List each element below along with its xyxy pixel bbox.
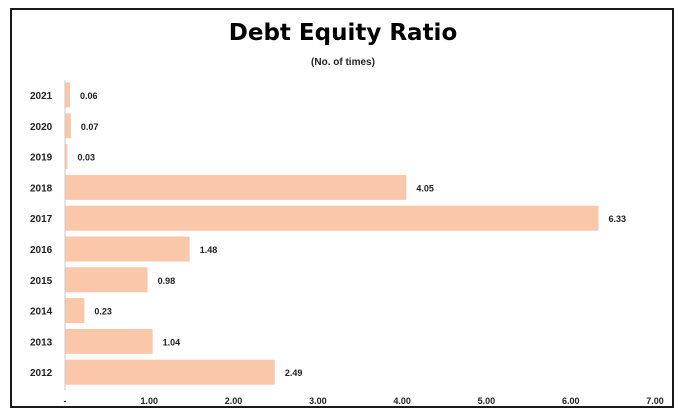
chart-title: Debt Equity Ratio [228, 20, 458, 46]
category-label: 2016 [30, 245, 53, 256]
x-tick-label: 2.00 [225, 396, 243, 406]
x-axis: - 1.00 2.00 3.00 4.00 5.00 6.00 7.00 [64, 80, 664, 406]
category-label: 2017 [30, 214, 53, 225]
category-label: 2020 [30, 122, 53, 133]
bar [65, 205, 599, 231]
value-label: 6.33 [609, 214, 627, 224]
value-label: 2.49 [285, 368, 303, 378]
category-label: 2012 [30, 368, 53, 379]
value-label: 0.07 [81, 122, 99, 132]
value-label: 1.48 [200, 245, 218, 255]
bar [65, 298, 85, 324]
bar [65, 144, 68, 170]
x-tick-label: 4.00 [393, 396, 411, 406]
x-tick-label: - [64, 396, 67, 406]
value-label: 1.04 [163, 337, 181, 347]
bar [65, 359, 275, 385]
labels-layer: 2021 0.06 2020 0.07 2019 0.03 2018 4.05 2017 6.33… [30, 91, 626, 379]
bar [65, 113, 71, 139]
chart-subtitle: (No. of times) [311, 57, 375, 68]
category-label: 2013 [30, 337, 53, 348]
bar [65, 82, 71, 108]
bar [65, 236, 190, 262]
value-label: 0.98 [158, 276, 176, 286]
category-label: 2019 [30, 153, 53, 164]
bar [65, 328, 153, 354]
bar [65, 267, 148, 293]
category-label: 2021 [30, 91, 53, 102]
x-tick-label: 1.00 [141, 396, 159, 406]
x-tick-label: 3.00 [309, 396, 327, 406]
category-label: 2015 [30, 276, 53, 287]
category-label: 2014 [30, 307, 53, 318]
value-label: 0.03 [78, 153, 96, 163]
value-label: 4.05 [416, 183, 434, 193]
value-label: 0.23 [94, 307, 112, 317]
value-label: 0.06 [80, 91, 98, 101]
x-tick-label: 5.00 [478, 396, 496, 406]
category-label: 2018 [30, 183, 53, 194]
x-tick-label: 7.00 [646, 396, 664, 406]
bars-layer [65, 82, 599, 385]
bar [65, 174, 407, 200]
x-tick-label: 6.00 [562, 396, 580, 406]
